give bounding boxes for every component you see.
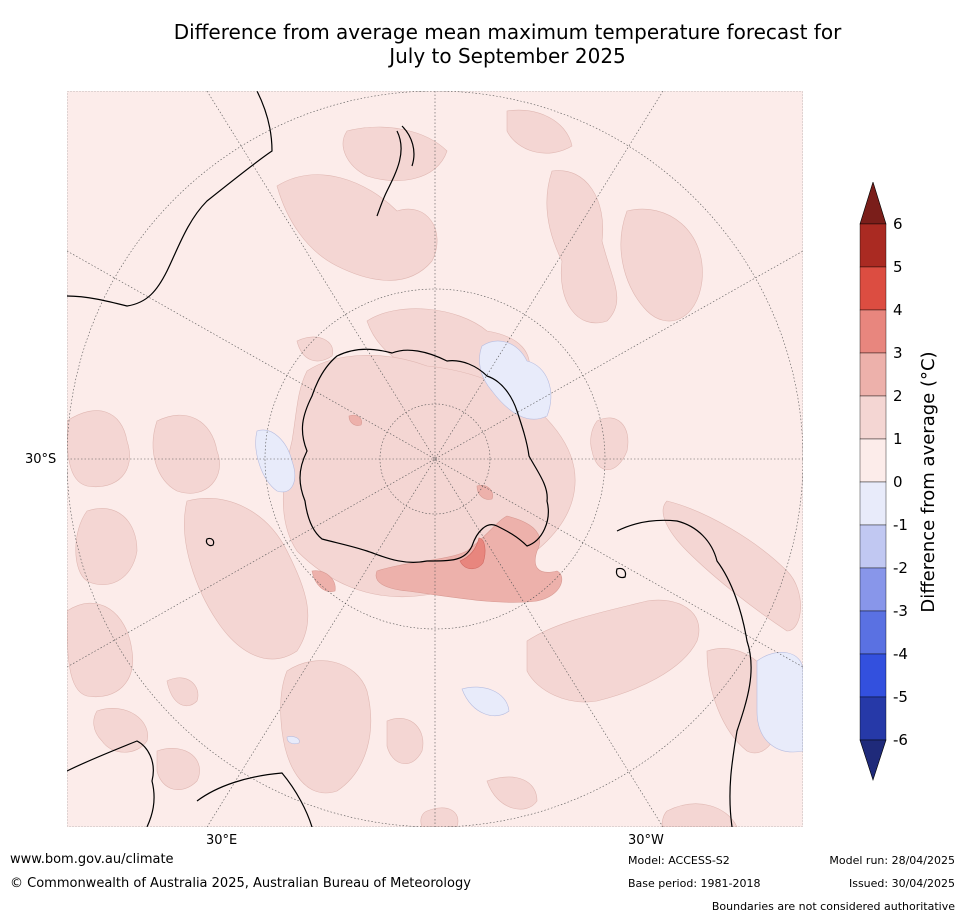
colorbar-band (859, 266, 887, 311)
colorbar-tick-label: -1 (893, 516, 908, 534)
colorbar-tick-label: 3 (893, 344, 903, 362)
colorbar-arrow-bottom (859, 739, 887, 781)
title-line-1: Difference from average mean maximum tem… (173, 20, 842, 44)
colorbar-tick-label: 1 (893, 430, 903, 448)
colorbar-arrow-top (859, 182, 887, 225)
base-period-text: Base period: 1981-2018 (628, 877, 761, 890)
lat-label-30s: 30°S (25, 452, 57, 467)
model-run-text: Model run: 28/04/2025 (829, 854, 955, 867)
colorbar-tick-label: 0 (893, 473, 903, 491)
model-text: Model: ACCESS-S2 (628, 854, 730, 867)
graticule (67, 91, 803, 827)
colorbar-tick-label: -6 (893, 731, 908, 749)
colorbar-band (859, 438, 887, 483)
colorbar-tick-label: 2 (893, 387, 903, 405)
chart-title: Difference from average mean maximum tem… (60, 20, 955, 68)
colorbar-tick-label: 6 (893, 215, 903, 233)
colorbar-title: Difference from average (°C) (918, 351, 939, 613)
colorbar-band (859, 223, 887, 268)
copyright-text: © Commonwealth of Australia 2025, Austra… (10, 876, 471, 891)
colorbar-tick-label: -3 (893, 602, 908, 620)
anomaly-3-4-patches (459, 537, 486, 570)
colorbar (859, 182, 887, 781)
lon-label-30e: 30°E (206, 833, 238, 848)
colorbar-tick-label: -4 (893, 645, 908, 663)
issued-text: Issued: 30/04/2025 (848, 877, 955, 890)
forecast-map (67, 91, 803, 827)
disclaimer-text: Boundaries are not considered authoritat… (711, 900, 955, 913)
colorbar-tick-label: -5 (893, 688, 908, 706)
lon-label-30w: 30°W (628, 833, 664, 848)
colorbar-band (859, 352, 887, 397)
colorbar-band (859, 653, 887, 698)
website-link[interactable]: www.bom.gov.au/climate (10, 852, 174, 867)
colorbar-tick-label: 4 (893, 301, 903, 319)
colorbar-band (859, 610, 887, 655)
title-line-2: July to September 2025 (389, 44, 626, 68)
map-canvas (67, 91, 803, 827)
colorbar-band (859, 395, 887, 440)
colorbar-band (859, 481, 887, 526)
colorbar-band (859, 309, 887, 354)
colorbar-tick-label: 5 (893, 258, 903, 276)
colorbar-band (859, 567, 887, 612)
colorbar-band (859, 524, 887, 569)
colorbar-tick-label: -2 (893, 559, 908, 577)
coastlines (67, 91, 752, 827)
colorbar-band (859, 696, 887, 741)
